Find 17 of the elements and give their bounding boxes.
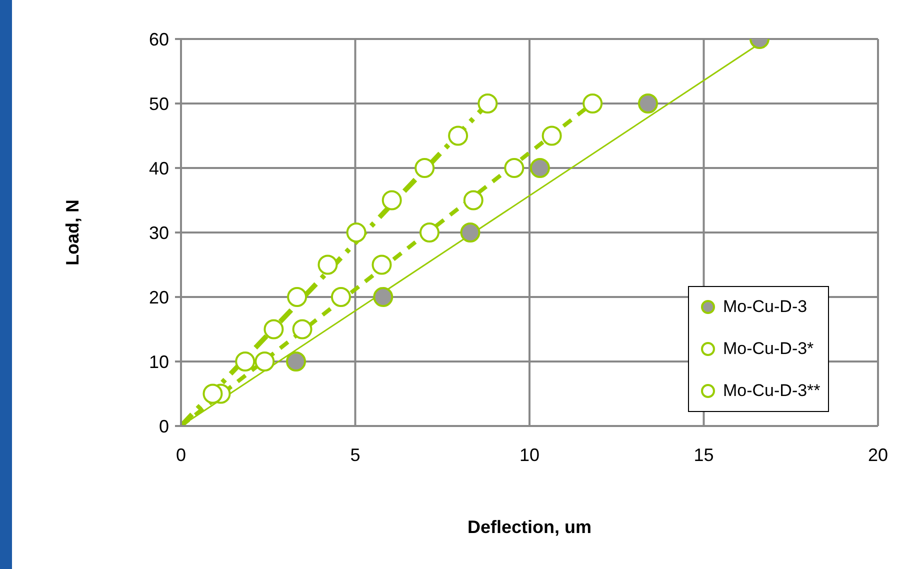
legend-label: Mo-Cu-D-3** — [723, 381, 820, 401]
y-tick-label: 40 — [148, 158, 169, 178]
y-axis-title: Load, N — [62, 200, 82, 266]
y-tick-label: 20 — [148, 287, 169, 308]
y-tick-label: 60 — [148, 29, 169, 50]
x-tick-label: 10 — [519, 444, 540, 465]
legend-label: Mo-Cu-D-3* — [723, 339, 814, 359]
x-tick-label: 5 — [350, 444, 360, 465]
y-tick-label: 10 — [148, 352, 169, 372]
x-tick-label: 0 — [176, 444, 186, 465]
y-tick-label: 30 — [148, 222, 169, 243]
x-tick-label: 20 — [868, 444, 888, 465]
y-tick-label: 0 — [158, 416, 169, 436]
x-axis-title: Deflection, um — [467, 517, 592, 537]
y-tick-label: 50 — [148, 94, 169, 114]
legend-label: Mo-Cu-D-3 — [723, 297, 808, 317]
x-tick-label: 15 — [694, 444, 714, 465]
